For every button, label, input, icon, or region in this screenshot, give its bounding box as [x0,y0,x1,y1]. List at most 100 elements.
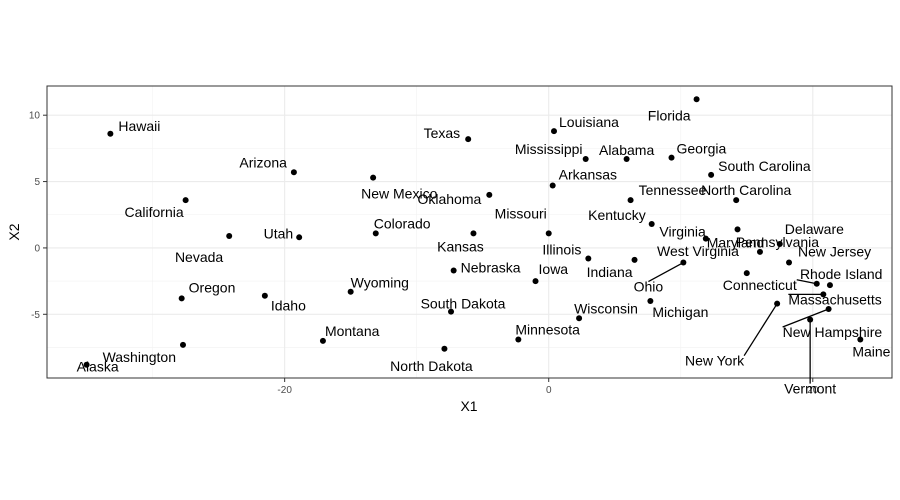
label-maine: Maine [852,344,890,360]
point-new-jersey [786,259,793,266]
point-delaware [776,240,783,247]
label-new-mexico: New Mexico [361,186,437,202]
label-arizona: Arizona [239,154,287,170]
leader-new-hampshire [782,308,829,328]
label-michigan: Michigan [652,304,708,320]
label-utah: Utah [264,225,294,241]
point-new-mexico [370,174,377,181]
label-florida: Florida [648,107,691,123]
point-kentucky [648,221,655,228]
label-alaska: Alaska [77,359,119,375]
point-iowa [532,278,539,285]
leader-connecticut [796,279,817,285]
data-points [83,96,864,368]
point-maine [857,336,864,343]
grid-minor [47,86,892,378]
y-tick-label: 0 [34,243,40,254]
x-tick-label: 20 [807,385,819,396]
y-tick-label: 10 [29,111,41,122]
point-tennessee [627,197,634,204]
label-vermont: Vermont [784,381,836,397]
point-washington [179,341,186,348]
label-north-carolina: North Carolina [701,182,791,198]
label-wyoming: Wyoming [351,275,409,291]
label-south-dakota: South Dakota [421,296,506,312]
point-wisconsin [576,315,583,322]
label-oklahoma: Oklahoma [417,191,481,207]
axis-ticks: -20 0 20 -5 0 5 10 [29,111,819,396]
panel-background [47,86,892,378]
y-tick-label: -5 [31,310,40,321]
point-louisiana [551,128,557,135]
label-massachusetts: Massachusetts [788,291,881,307]
point-oregon [178,295,185,302]
point-north-carolina [733,197,740,204]
label-georgia: Georgia [677,141,727,157]
point-missouri [545,230,552,237]
point-illinois [585,255,592,262]
point-texas [465,136,472,143]
label-mississippi: Mississippi [515,141,583,157]
point-oklahoma [486,191,493,198]
point-north-dakota [441,345,448,352]
panel-border [46,85,893,379]
leader-ohio [648,261,684,283]
point-maryland [734,226,741,233]
label-missouri: Missouri [495,205,547,221]
label-delaware: Delaware [785,221,844,237]
label-alabama: Alabama [599,142,654,158]
label-louisiana: Louisiana [559,114,619,130]
point-nebraska [450,267,457,274]
point-new-hampshire [825,305,832,312]
grid-major [47,86,892,378]
label-nebraska: Nebraska [461,259,521,275]
label-illinois: Illinois [542,242,581,258]
label-new-york: New York [685,353,745,369]
label-virginia: Virginia [659,224,706,240]
point-california [182,197,189,204]
label-new-jersey: New Jersey [798,244,871,260]
label-connecticut: Connecticut [723,277,797,293]
point-idaho [261,292,268,299]
point-rhode-island [826,282,833,289]
y-tick-label: 5 [34,177,40,188]
label-kentucky: Kentucky [588,207,646,223]
point-wyoming [347,288,354,295]
label-nevada: Nevada [175,249,223,265]
point-nevada [226,232,233,239]
label-maryland: Maryland [707,234,765,250]
label-washington: Washington [103,349,176,365]
label-wisconsin: Wisconsin [574,300,638,316]
point-hawaii [107,130,114,137]
label-tennessee: Tennessee [639,182,707,198]
point-minnesota [515,336,522,343]
point-michigan [647,298,654,305]
label-indiana: Indiana [587,264,633,280]
point-pennsylvania [743,270,750,277]
label-oregon: Oregon [189,279,236,295]
point-south-carolina [708,171,715,178]
point-alabama [623,156,630,162]
point-arkansas [549,182,556,189]
leader-new-york [743,303,778,357]
x-axis-title: X1 [460,398,477,414]
label-montana: Montana [325,323,380,339]
label-texas: Texas [424,125,461,141]
label-south-carolina: South Carolina [718,158,811,174]
label-ohio: Ohio [634,279,664,295]
point-georgia [668,154,675,161]
x-tick-label: -20 [277,385,292,396]
point-west-virginia [756,248,763,255]
point-arizona [290,169,297,176]
label-pennsylvania: Pennsylvania [736,234,819,250]
point-labels: Alabama Alaska Arizona Arkansas California Co… [77,107,891,396]
point-florida [693,96,700,103]
label-new-hampshire: New Hampshire [783,324,883,340]
point-connecticut [813,280,820,287]
label-california: California [124,204,183,220]
label-minnesota: Minnesota [515,322,580,338]
point-vermont [807,316,814,323]
point-indiana [631,256,638,263]
label-idaho: Idaho [271,298,306,314]
